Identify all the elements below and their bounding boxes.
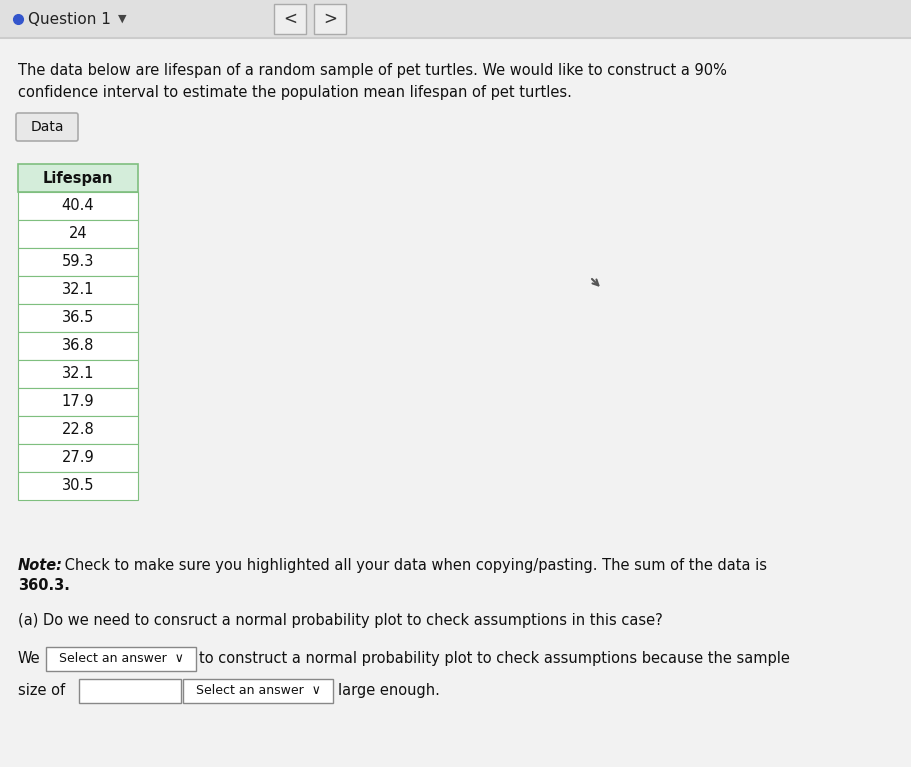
Text: Lifespan: Lifespan: [43, 170, 113, 186]
Bar: [18, 444, 138, 472]
Text: (a) Do we need to consruct a normal probability plot to check assumptions in thi: (a) Do we need to consruct a normal prob…: [18, 613, 662, 628]
Text: >: >: [322, 10, 337, 28]
Text: large enough.: large enough.: [338, 683, 439, 698]
Text: 360.3.: 360.3.: [18, 578, 70, 593]
FancyBboxPatch shape: [183, 679, 333, 703]
FancyBboxPatch shape: [46, 647, 196, 671]
Bar: [18, 220, 138, 248]
Bar: [18, 416, 138, 444]
Text: The data below are lifespan of a random sample of pet turtles. We would like to : The data below are lifespan of a random …: [18, 63, 726, 78]
FancyBboxPatch shape: [79, 679, 180, 703]
Bar: [18, 332, 138, 360]
Text: 24: 24: [68, 226, 87, 242]
Text: ▼: ▼: [118, 14, 127, 24]
Text: Note:: Note:: [18, 558, 63, 573]
FancyBboxPatch shape: [16, 113, 78, 141]
Text: to construct a normal probability plot to check assumptions because the sample: to construct a normal probability plot t…: [199, 651, 789, 666]
FancyBboxPatch shape: [313, 4, 345, 34]
Text: size of: size of: [18, 683, 65, 698]
FancyBboxPatch shape: [273, 4, 306, 34]
Bar: [18, 276, 138, 304]
Text: Check to make sure you highlighted all your data when copying/pasting. The sum o: Check to make sure you highlighted all y…: [60, 558, 766, 573]
Bar: [18, 304, 138, 332]
Text: Data: Data: [30, 120, 64, 134]
Text: Select an answer  ∨: Select an answer ∨: [195, 684, 320, 697]
Text: confidence interval to estimate the population mean lifespan of pet turtles.: confidence interval to estimate the popu…: [18, 85, 571, 100]
Bar: [18, 248, 138, 276]
Bar: [18, 164, 138, 192]
Text: Select an answer  ∨: Select an answer ∨: [58, 653, 183, 666]
Text: 32.1: 32.1: [62, 282, 94, 298]
Text: 36.5: 36.5: [62, 311, 94, 325]
Bar: [18, 388, 138, 416]
Text: 59.3: 59.3: [62, 255, 94, 269]
Text: 36.8: 36.8: [62, 338, 94, 354]
Text: 22.8: 22.8: [62, 423, 94, 437]
Bar: [18, 472, 138, 500]
Text: 40.4: 40.4: [62, 199, 94, 213]
Text: Question 1: Question 1: [28, 12, 111, 27]
Bar: [0, 0, 911, 38]
Text: 27.9: 27.9: [62, 450, 94, 466]
Text: 30.5: 30.5: [62, 479, 94, 493]
Bar: [18, 192, 138, 220]
Text: 32.1: 32.1: [62, 367, 94, 381]
Text: 17.9: 17.9: [62, 394, 94, 410]
Text: We: We: [18, 651, 41, 666]
Bar: [18, 360, 138, 388]
Text: <: <: [282, 10, 297, 28]
